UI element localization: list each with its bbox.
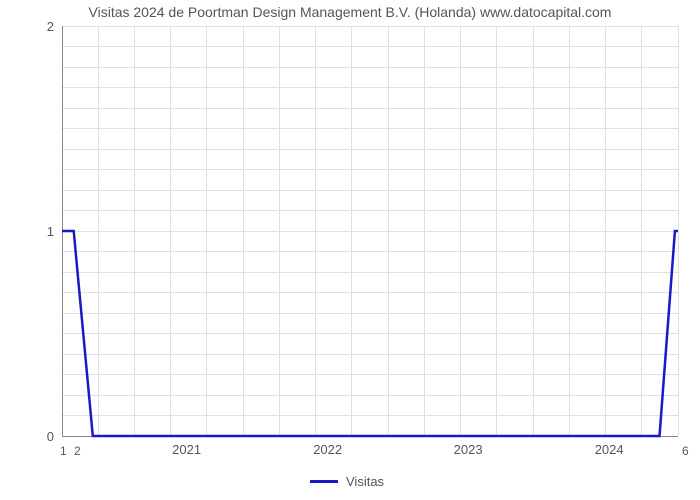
y-tick-label: 1	[47, 224, 54, 239]
chart-title: Visitas 2024 de Poortman Design Manageme…	[0, 4, 700, 20]
y-tick-label: 0	[47, 429, 54, 444]
x-extra-label: 6	[682, 444, 689, 458]
x-extra-label: 1	[60, 444, 67, 458]
plot-area	[62, 26, 678, 436]
legend-label: Visitas	[346, 474, 384, 489]
x-tick-label: 2023	[454, 442, 483, 457]
y-tick-label: 2	[47, 19, 54, 34]
series-line	[62, 26, 678, 436]
legend-swatch	[310, 480, 338, 483]
x-extra-label: 2	[74, 444, 81, 458]
legend: Visitas	[310, 474, 384, 489]
x-tick-label: 2021	[172, 442, 201, 457]
x-tick-label: 2022	[313, 442, 342, 457]
x-tick-label: 2024	[595, 442, 624, 457]
